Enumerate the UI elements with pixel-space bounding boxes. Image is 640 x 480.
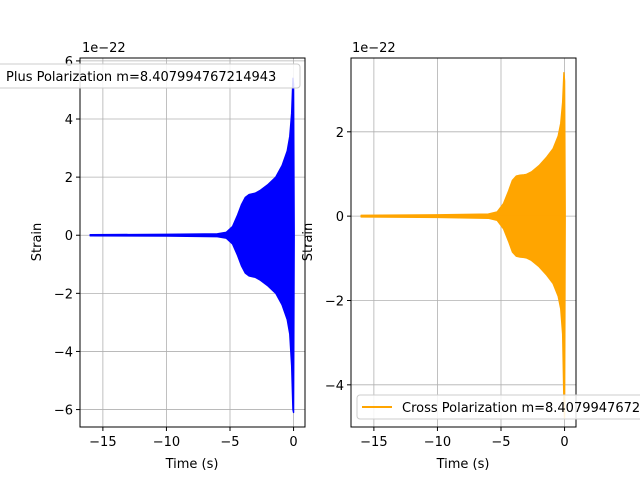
plot-cross-legend: Cross Polarization m=8.407994767214943	[356, 394, 640, 420]
plot-cross-xtick-label: −10	[424, 435, 451, 450]
plot-cross-offset-text: 1e−22	[352, 41, 396, 56]
plot-plus-ytick-label: −6	[54, 404, 73, 419]
plot-plus: −15 −10 −5 0 −6 −4 −2 0 2 4 6 1e−22 Time (s) Stra…	[0, 41, 306, 472]
plot-cross-xtick-label: 0	[560, 435, 568, 450]
plot-cross-xtick-label: −15	[360, 435, 387, 450]
plot-cross-xtick-label: −5	[491, 435, 510, 450]
plot-cross-frame	[350, 57, 577, 428]
plot-plus-xtick-label: −5	[220, 435, 239, 450]
plot-plus-offset-text: 1e−22	[82, 41, 126, 56]
plot-cross-waveform	[360, 72, 566, 420]
plot-cross-yticks: −4 −2 0 2	[325, 126, 351, 394]
plot-plus-ytick-label: −2	[54, 287, 73, 302]
plot-plus-ytick-label: 4	[65, 113, 73, 128]
plot-plus-xtick-label: 0	[289, 435, 297, 450]
plot-cross-xlabel: Time (s)	[436, 457, 490, 472]
plot-plus-ytick-label: 6	[65, 55, 73, 70]
plot-plus-legend-label: Plus Polarization m=8.407994767214943	[6, 70, 276, 85]
plot-cross-ytick-label: −4	[325, 379, 344, 394]
plot-plus-legend: Plus Polarization m=8.407994767214943	[0, 63, 301, 89]
plot-cross-ytick-label: 0	[336, 210, 344, 225]
plot-plus-yticks: −6 −4 −2 0 2 4 6	[54, 55, 80, 419]
plot-plus-series	[89, 77, 295, 414]
plot-cross-ytick-label: 2	[336, 126, 344, 141]
plot-plus-xticks: −15 −10 −5 0	[89, 427, 298, 450]
plot-plus-frame	[79, 57, 306, 428]
plot-cross-series	[360, 72, 566, 420]
plot-cross: −15 −10 −5 0 −4 −2 0 2 1e−22 Time (s) Strain C…	[301, 41, 640, 472]
plot-plus-waveform	[89, 77, 295, 414]
plot-cross-ylabel: Strain	[301, 223, 316, 262]
plot-cross-legend-label: Cross Polarization m=8.407994767214943	[402, 401, 640, 416]
plot-plus-ytick-label: −4	[54, 345, 73, 360]
plot-cross-legend-box	[356, 394, 640, 420]
plot-plus-xlabel: Time (s)	[165, 457, 219, 472]
plot-plus-xtick-label: −15	[89, 435, 116, 450]
plot-plus-xtick-label: −10	[153, 435, 180, 450]
plot-plus-ytick-label: 0	[65, 229, 73, 244]
plot-plus-legend-box	[0, 63, 301, 89]
plot-cross-ytick-label: −2	[325, 294, 344, 309]
plot-plus-ytick-label: 2	[65, 171, 73, 186]
plot-cross-xticks: −15 −10 −5 0	[360, 427, 569, 450]
plot-plus-ylabel: Strain	[30, 223, 45, 262]
